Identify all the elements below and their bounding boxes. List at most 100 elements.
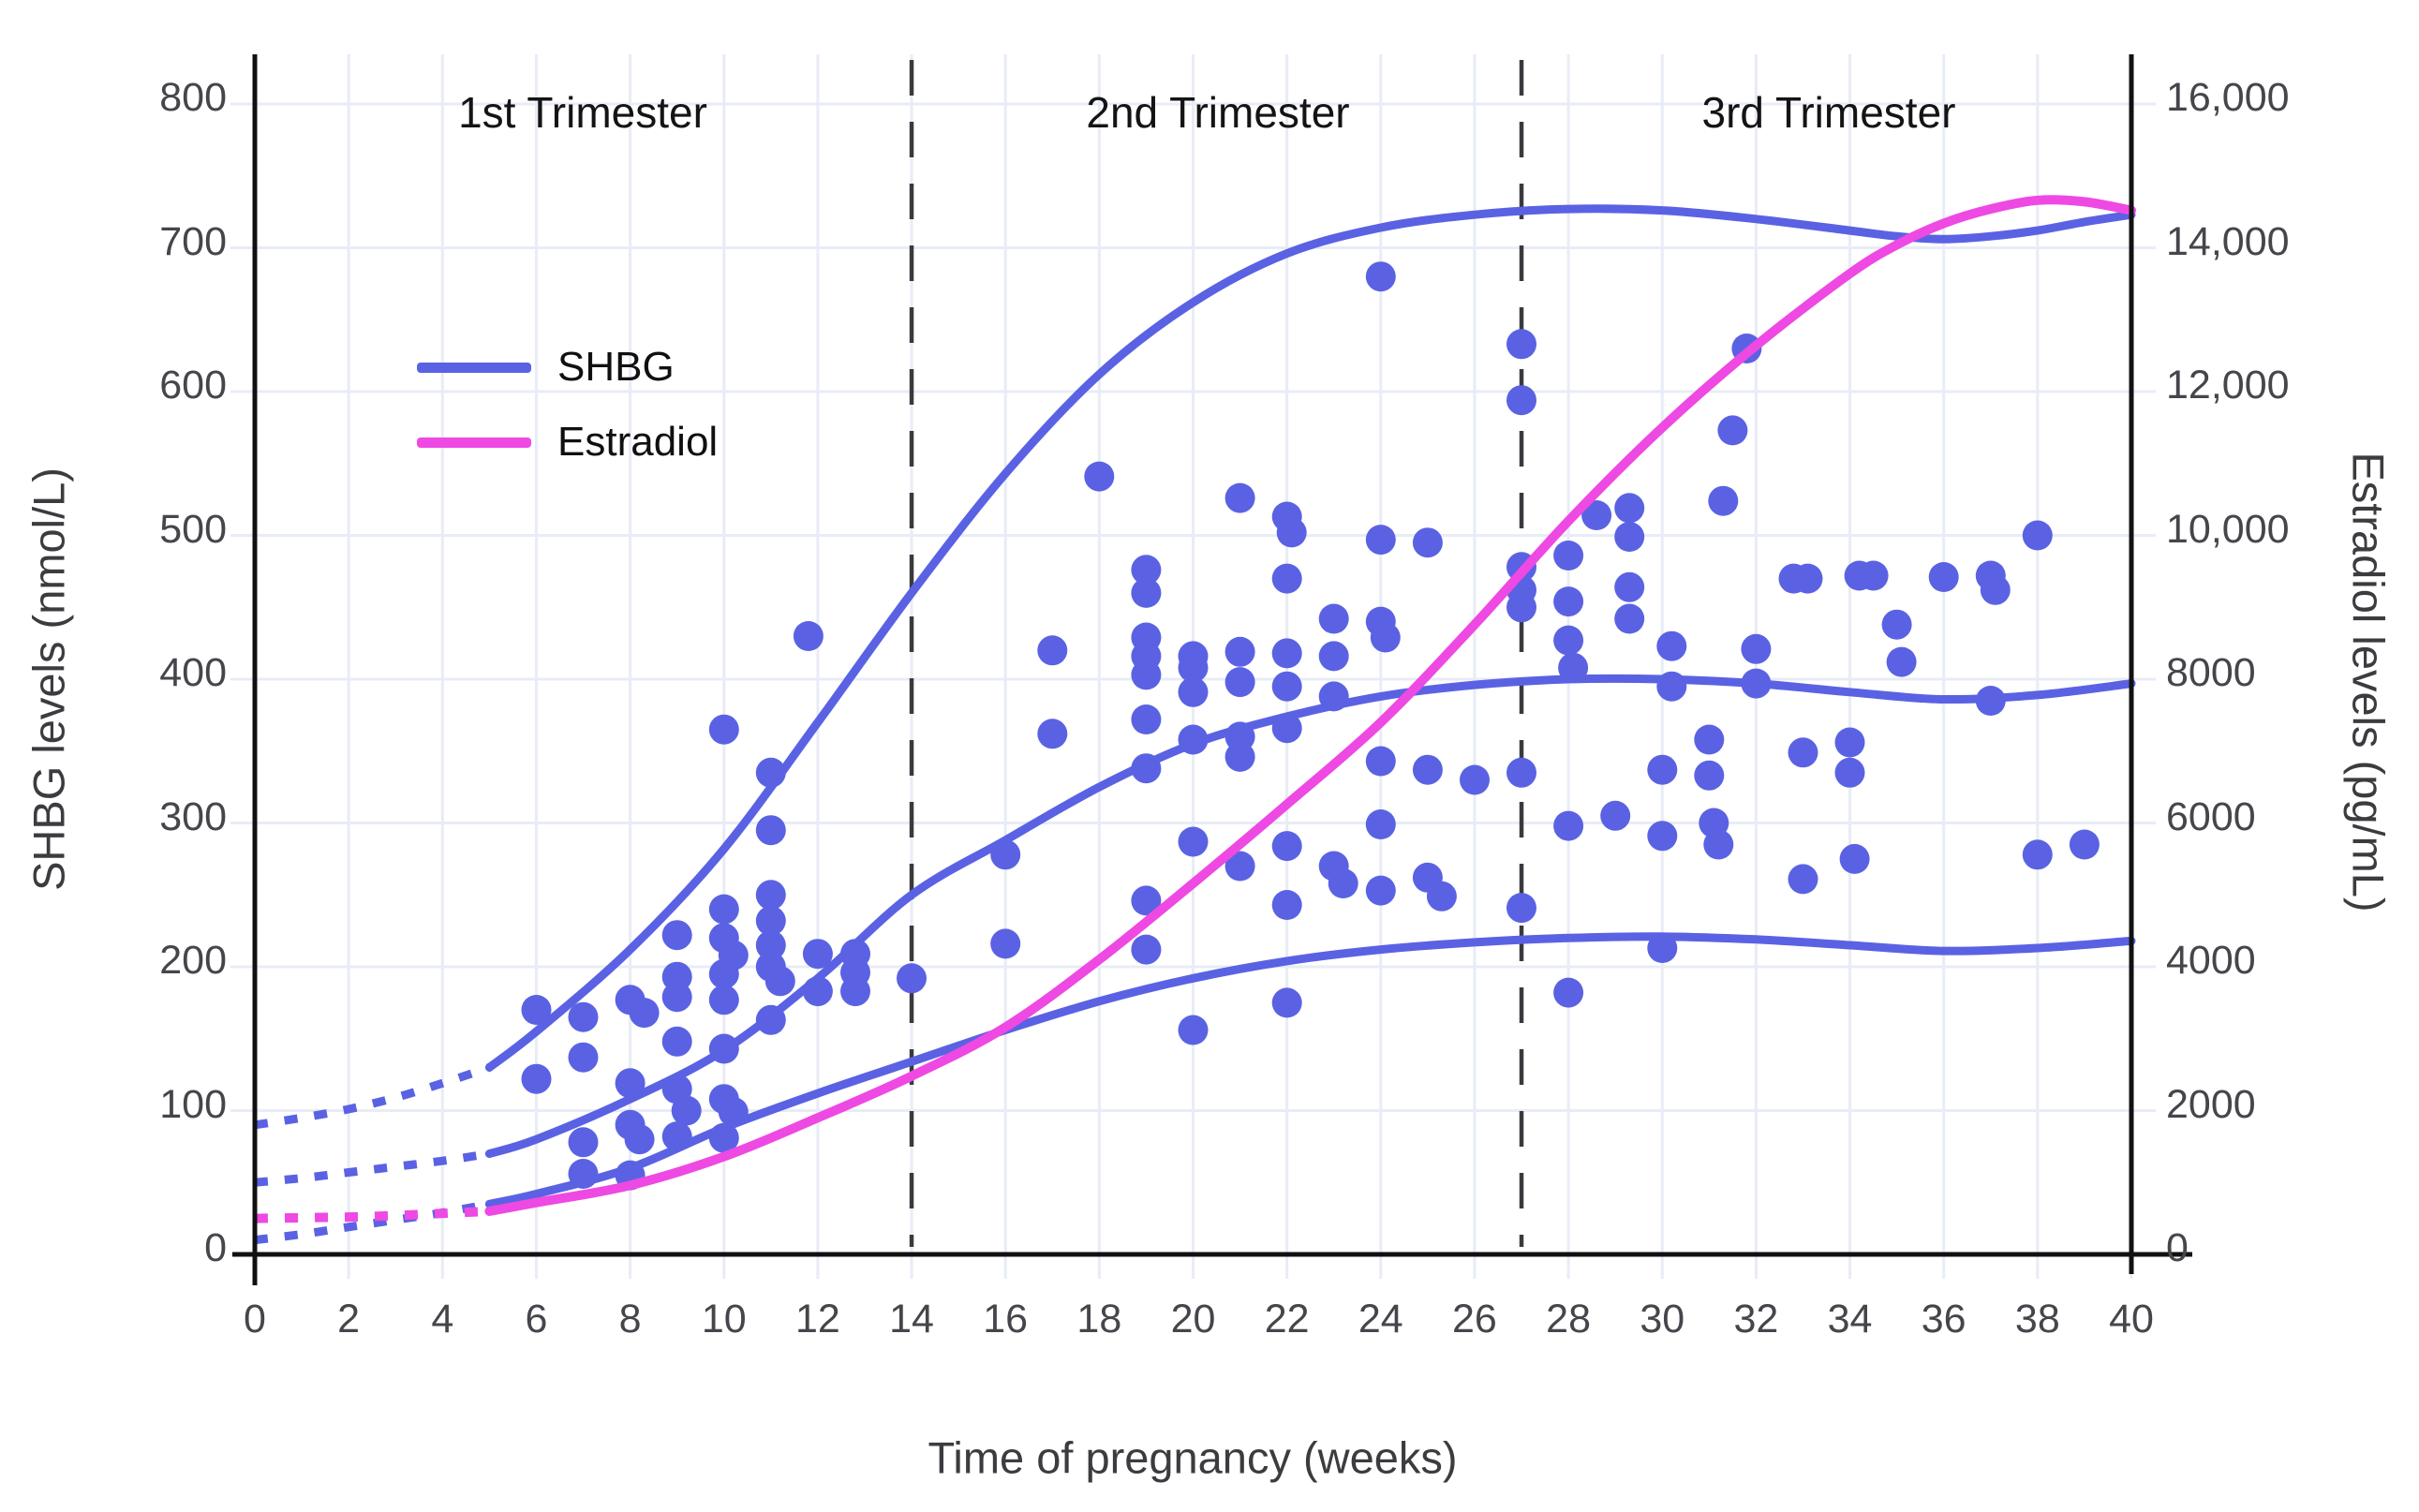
shbg-scatter-points <box>521 261 2100 1191</box>
scatter-point <box>1365 875 1396 906</box>
scatter-point <box>2069 829 2100 860</box>
y-right-tick-6000: 6000 <box>2166 793 2256 839</box>
scatter-point <box>1412 754 1443 785</box>
scatter-point <box>521 995 552 1025</box>
x-tick-28: 28 <box>1546 1297 1592 1342</box>
scatter-point <box>1975 686 2006 716</box>
x-tick-30: 30 <box>1640 1297 1685 1342</box>
scatter-point <box>718 1097 749 1127</box>
y-right-tick-2000: 2000 <box>2166 1081 2256 1127</box>
scatter-point <box>1980 574 2011 605</box>
scatter-point <box>1558 652 1589 683</box>
scatter-point <box>1365 809 1396 839</box>
scatter-point <box>1717 415 1748 446</box>
scatter-point <box>1741 668 1772 699</box>
scatter-point <box>1694 724 1725 755</box>
scatter-point <box>1318 681 1349 712</box>
scatter-point <box>661 1026 692 1057</box>
scatter-point <box>1506 329 1536 360</box>
scatter-point <box>1328 868 1358 898</box>
scatter-point <box>1412 527 1443 558</box>
y-right-tick-8000: 8000 <box>2166 650 2256 695</box>
trimester-dividers <box>909 60 1524 1247</box>
y-left-tick-400: 400 <box>159 650 227 695</box>
curve-shbg-upper-reference-limit <box>484 204 2136 1072</box>
legend-row-estradiol: Estradiol <box>417 405 718 480</box>
scatter-point <box>1788 737 1818 768</box>
x-tick-0: 0 <box>244 1297 266 1342</box>
scatter-point <box>755 880 786 911</box>
scatter-point <box>1224 851 1255 882</box>
scatter-point <box>1365 261 1396 292</box>
scatter-point <box>1647 821 1678 852</box>
x-tick-32: 32 <box>1733 1297 1779 1342</box>
scatter-point <box>1131 753 1162 784</box>
scatter-point <box>764 966 795 997</box>
y-axis-right-title: Estradiol levels (pg/mL) <box>2343 452 2394 912</box>
scatter-point <box>661 982 692 1013</box>
scatter-point <box>1318 641 1349 672</box>
scatter-point <box>755 1004 786 1035</box>
scatter-point <box>1614 522 1645 552</box>
scatter-point <box>1656 671 1687 702</box>
y-left-tick-100: 100 <box>159 1081 227 1127</box>
x-tick-24: 24 <box>1358 1297 1403 1342</box>
scatter-point <box>1614 493 1645 524</box>
y-right-tick-14,000: 14,000 <box>2166 218 2290 264</box>
scatter-point <box>568 1001 599 1032</box>
scatter-point <box>1178 652 1209 683</box>
scatter-point <box>1131 934 1162 965</box>
scatter-point <box>840 976 870 1007</box>
scatter-point <box>1131 577 1162 608</box>
y-right-tick-12,000: 12,000 <box>2166 363 2290 408</box>
scatter-point <box>1881 609 1912 640</box>
scatter-point <box>1178 676 1209 707</box>
scatter-point <box>1834 757 1865 788</box>
x-tick-40: 40 <box>2109 1297 2154 1342</box>
scatter-point <box>708 894 739 925</box>
x-tick-36: 36 <box>1921 1297 1966 1342</box>
scatter-point <box>1553 625 1584 656</box>
legend-label-shbg: SHBG <box>557 344 675 390</box>
scatter-point <box>1647 933 1678 963</box>
scatter-point <box>1581 500 1612 530</box>
scatter-point <box>1506 893 1536 924</box>
estradiol-curve-group <box>254 195 2136 1223</box>
x-tick-6: 6 <box>525 1297 548 1342</box>
curve-dotted-estradiol <box>254 1207 490 1223</box>
y-left-tick-0: 0 <box>204 1225 227 1270</box>
scatter-point <box>1647 754 1678 785</box>
scatter-point <box>521 1063 552 1094</box>
scatter-point <box>1553 977 1584 1008</box>
scatter-point <box>1037 635 1068 666</box>
trimester-3-label: 3rd Trimester <box>1701 88 1956 137</box>
trimester-2-label: 2nd Trimester <box>1086 88 1350 137</box>
x-tick-10: 10 <box>701 1297 747 1342</box>
scatter-point <box>1834 727 1865 758</box>
scatter-point <box>1131 660 1162 690</box>
scatter-point <box>1365 525 1396 556</box>
x-tick-22: 22 <box>1264 1297 1310 1342</box>
curve-estradiol <box>484 195 2136 1216</box>
scatter-point <box>1084 461 1115 492</box>
scatter-point <box>1600 800 1631 831</box>
shbg-line-swatch <box>417 362 531 373</box>
scatter-point <box>2022 520 2053 551</box>
scatter-point <box>1370 622 1401 653</box>
scatter-point <box>1553 541 1584 571</box>
scatter-point <box>708 958 739 989</box>
scatter-point <box>755 757 786 788</box>
legend: SHBG Estradiol <box>417 330 718 480</box>
scatter-point <box>1694 760 1725 791</box>
scatter-point <box>1037 719 1068 749</box>
scatter-point <box>755 930 786 960</box>
scatter-point <box>1506 385 1536 416</box>
scatter-point <box>1224 667 1255 698</box>
scatter-point <box>793 621 824 651</box>
scatter-point <box>1839 843 1870 874</box>
scatter-point <box>1224 636 1255 667</box>
scatter-point <box>1708 485 1739 516</box>
y-left-tick-800: 800 <box>159 75 227 120</box>
scatter-point <box>1886 646 1917 677</box>
